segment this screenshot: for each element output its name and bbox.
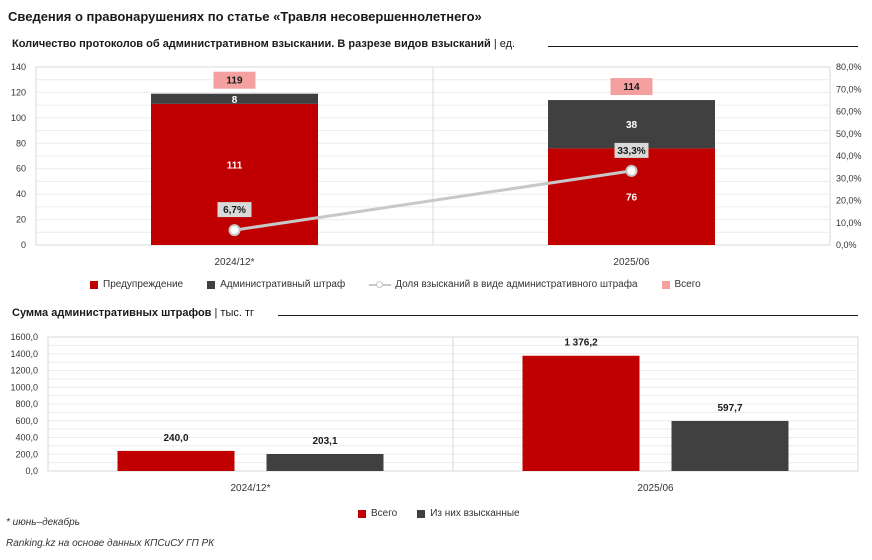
legend2-label-total: Всего xyxy=(371,508,398,519)
bar-total-label: 1 376,2 xyxy=(564,338,598,349)
y-tick-label: 0 xyxy=(21,240,26,250)
y-tick-label: 800,0 xyxy=(15,399,38,409)
y-tick-label: 1000,0 xyxy=(10,382,38,392)
y2-tick-label: 0,0% xyxy=(836,240,857,250)
chart2-legend: Всего Из них взысканные xyxy=(358,508,520,519)
bar-warning xyxy=(548,148,715,245)
chart2-title-text: Сумма административных штрафов xyxy=(12,307,212,319)
y2-tick-label: 10,0% xyxy=(836,218,862,228)
total-label: 119 xyxy=(226,76,243,87)
legend-label-total: Всего xyxy=(674,279,701,290)
share-point xyxy=(228,224,241,237)
legend2-label-collected: Из них взысканные xyxy=(430,508,520,519)
y-tick-label: 140 xyxy=(11,62,26,72)
chart2-title: Сумма административных штрафов | тыс. тг xyxy=(12,307,254,319)
bar-collected xyxy=(671,420,789,471)
bar-collected-label: 597,7 xyxy=(717,403,742,414)
chart2-unit: | тыс. тг xyxy=(214,307,255,319)
legend-swatch-red xyxy=(90,280,98,289)
chart1-legend: Предупреждение Административный штраф До… xyxy=(90,279,701,290)
bar-fine xyxy=(151,93,318,104)
legend-swatch-line xyxy=(369,280,392,289)
bar-collected-label: 203,1 xyxy=(312,436,337,447)
x-category-label: 2025/06 xyxy=(613,257,650,268)
share-label-box xyxy=(614,142,649,158)
legend-item-total: Всего xyxy=(661,279,701,290)
chart1-plot: 0 20 40 60 80 100 120 140 0,0% 10,0% 20,0% 30,0% 40,… xyxy=(11,62,862,268)
x-category-label: 2025/06 xyxy=(637,483,674,494)
bar-fine-label: 8 xyxy=(232,95,238,106)
bar-warning-label: 76 xyxy=(626,193,638,204)
y-tick-label: 0,0 xyxy=(25,466,38,476)
bar-total-label: 240,0 xyxy=(163,433,188,444)
y2-tick-label: 20,0% xyxy=(836,196,862,206)
legend2-item-collected: Из них взысканные xyxy=(417,508,520,519)
y2-tick-label: 60,0% xyxy=(836,107,862,117)
share-label: 33,3% xyxy=(617,146,645,157)
share-label-box xyxy=(217,202,252,218)
bar-collected xyxy=(266,453,384,471)
y-tick-label: 1200,0 xyxy=(10,366,38,376)
legend2-item-total: Всего xyxy=(358,508,397,519)
bar-total xyxy=(522,355,640,471)
y-tick-label: 1600,0 xyxy=(10,332,38,342)
x-category-label: 2024/12* xyxy=(214,257,254,268)
x-category-label: 2024/12* xyxy=(230,483,270,494)
share-label: 6,7% xyxy=(223,205,246,216)
total-label: 114 xyxy=(623,82,640,93)
page-title: Сведения о правонарушениях по статье «Тр… xyxy=(8,9,482,24)
y2-tick-label: 70,0% xyxy=(836,84,862,94)
y-tick-label: 200,0 xyxy=(15,449,38,459)
total-badge xyxy=(213,71,256,89)
bar-total xyxy=(117,450,235,471)
y-tick-label: 20 xyxy=(16,215,26,225)
chart1-unit: | ед. xyxy=(493,38,516,50)
y-tick-label: 100 xyxy=(11,113,26,123)
legend-item-share: Доля взысканий в виде административного … xyxy=(369,279,638,290)
source-note: Ranking.kz на основе данных КПСиСУ ГП РК xyxy=(6,538,215,549)
share-point xyxy=(625,164,638,177)
legend2-swatch-dark xyxy=(417,509,426,518)
y-tick-label: 400,0 xyxy=(15,433,38,443)
legend2-swatch-red xyxy=(358,509,366,518)
chart1-title-rule xyxy=(548,46,858,47)
legend-swatch-pink xyxy=(661,280,670,289)
legend-swatch-dark xyxy=(207,280,216,289)
chart2-title-rule xyxy=(278,315,858,316)
legend-item-warning: Предупреждение xyxy=(90,279,183,290)
bar-warning-label: 111 xyxy=(227,160,243,171)
y2-tick-label: 30,0% xyxy=(836,173,862,183)
y2-tick-label: 80,0% xyxy=(836,62,862,72)
y2-tick-label: 50,0% xyxy=(836,129,862,139)
y-tick-label: 60 xyxy=(16,164,26,174)
total-badge xyxy=(610,78,653,96)
legend-label-warning: Предупреждение xyxy=(103,279,184,290)
legend-label-fine: Административный штраф xyxy=(220,279,346,290)
y-tick-label: 40 xyxy=(16,189,26,199)
legend-item-fine: Административный штраф xyxy=(207,279,345,290)
legend-label-share: Доля взысканий в виде административного … xyxy=(395,279,638,290)
y-tick-label: 1400,0 xyxy=(10,349,38,359)
share-line xyxy=(234,169,632,232)
y2-tick-label: 40,0% xyxy=(836,151,862,161)
chart1-title-text: Количество протоколов об административно… xyxy=(12,38,491,50)
chart1-title: Количество протоколов об административно… xyxy=(12,38,515,50)
y-tick-label: 600,0 xyxy=(15,416,38,426)
bar-fine-label: 38 xyxy=(626,120,638,131)
bar-fine xyxy=(548,100,715,149)
footnote: * июнь–декабрь xyxy=(6,517,80,528)
y-tick-label: 80 xyxy=(16,138,26,148)
y-tick-label: 120 xyxy=(11,87,26,97)
